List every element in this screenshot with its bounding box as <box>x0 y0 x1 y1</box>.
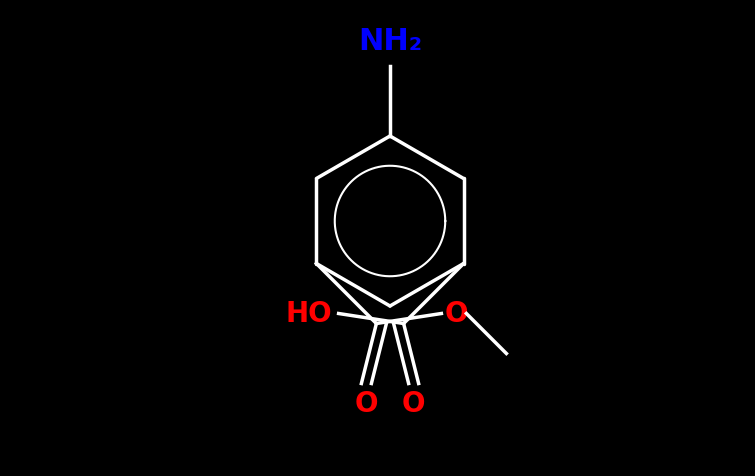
Text: O: O <box>445 299 468 327</box>
Text: O: O <box>355 389 378 417</box>
Text: HO: HO <box>285 299 332 327</box>
Text: O: O <box>402 389 425 417</box>
Text: NH₂: NH₂ <box>358 27 422 56</box>
